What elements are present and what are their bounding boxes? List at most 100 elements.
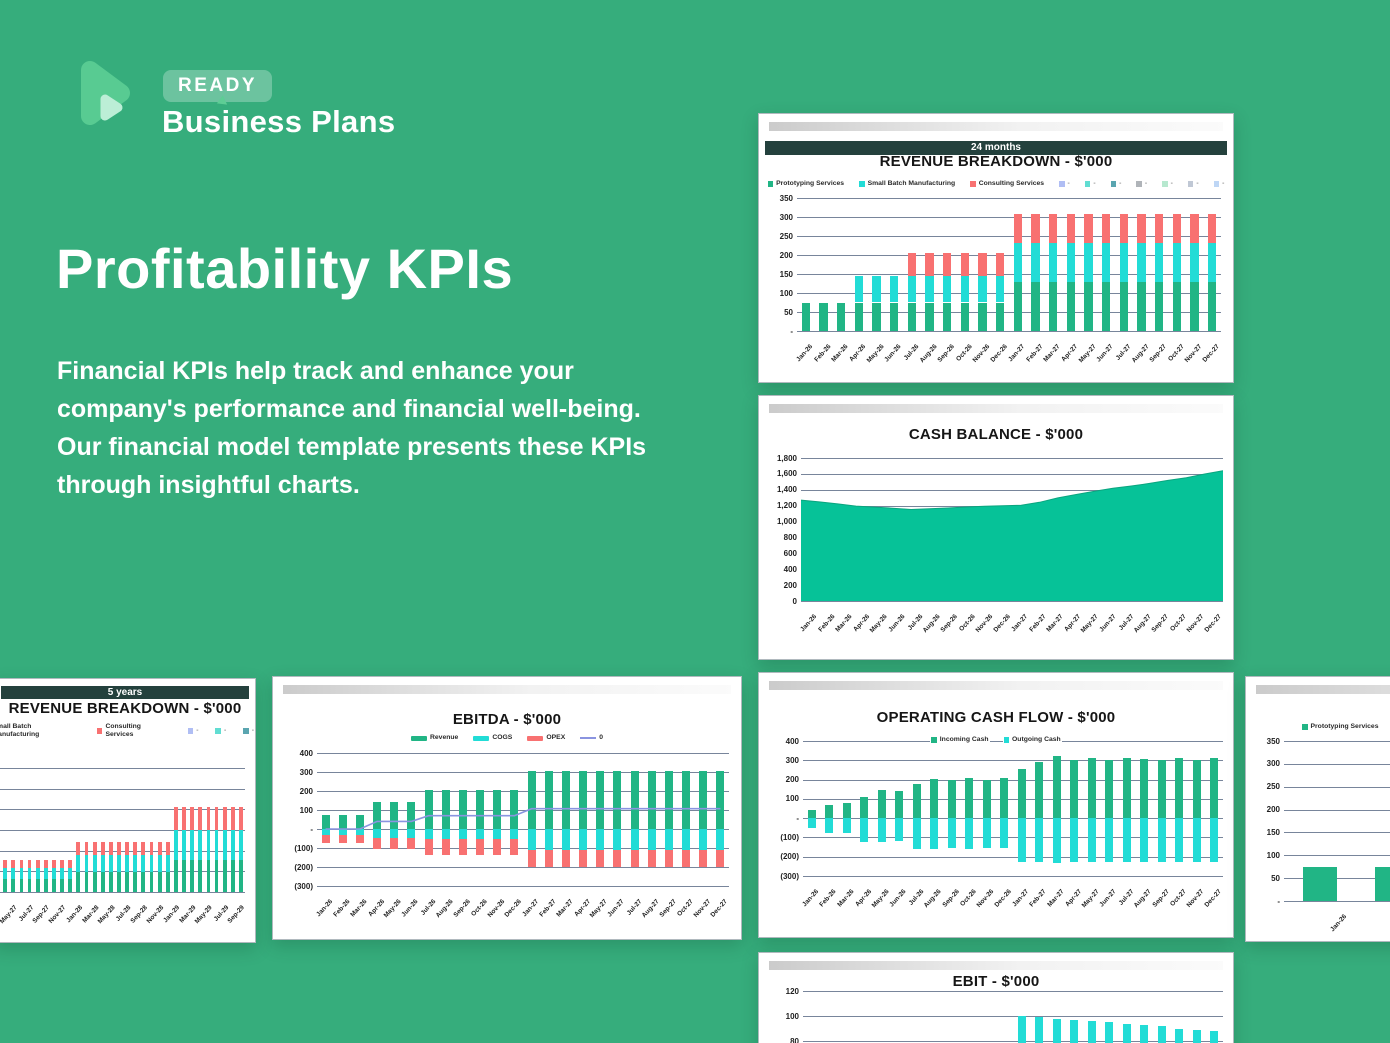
y-tick-label: 400	[785, 736, 799, 746]
bar-segment	[630, 770, 639, 829]
gridline	[1284, 901, 1390, 902]
gridline	[797, 331, 1221, 332]
hidden-series-swatch	[1187, 181, 1194, 187]
gridline	[1284, 855, 1390, 857]
card-top-gradient	[769, 122, 1223, 131]
x-tick-label: Sep-27	[658, 898, 678, 919]
x-tick-label: Sep-26	[941, 888, 961, 909]
legend-item: -	[186, 727, 200, 735]
bar-segment	[476, 829, 485, 840]
gridline	[797, 274, 1221, 275]
bar-segment	[877, 789, 886, 819]
bar-segment	[100, 855, 105, 873]
x-tick-label: Sep-27	[1151, 888, 1171, 909]
bar-segment	[995, 253, 1005, 276]
bar-segment	[1172, 242, 1182, 283]
y-tick-label: 0	[792, 596, 797, 606]
chart-title: REVENUE BREAKDOWN - $'000	[8, 700, 242, 717]
y-tick-label: 1,800	[776, 453, 797, 463]
bar-segment	[493, 829, 502, 840]
hidden-series-swatch	[1162, 181, 1168, 187]
y-tick-label: -	[796, 813, 799, 823]
bar-segment	[133, 841, 138, 856]
bar-segment	[825, 804, 834, 819]
bar-segment	[960, 275, 970, 303]
bar-segment	[1048, 214, 1058, 243]
gridline	[797, 293, 1221, 294]
bar-segment	[912, 783, 921, 819]
bar-segment	[561, 829, 570, 850]
x-tick-label: Jan-27	[1010, 613, 1030, 634]
bar-segment	[1154, 242, 1164, 283]
bar-segment	[133, 855, 138, 873]
bar-segment	[190, 807, 195, 830]
gridline	[803, 876, 1223, 877]
gridline	[317, 810, 729, 811]
bar-segment	[321, 829, 330, 835]
y-tick-label: 600	[783, 548, 797, 558]
bar-segment	[239, 830, 243, 860]
bar-segment	[321, 814, 330, 830]
bar-segment	[510, 790, 519, 829]
page-title: Profitability KPIs	[56, 237, 514, 300]
hidden-series-swatch	[1084, 181, 1091, 187]
x-tick-label: Jun-27	[606, 898, 627, 919]
legend-label: Prototyping Services	[1310, 723, 1379, 730]
bar-segment	[390, 837, 399, 849]
bar-segment	[613, 829, 622, 850]
bar-segment	[544, 849, 553, 867]
bar-segment	[925, 275, 934, 303]
hidden-series-swatch	[1110, 181, 1117, 187]
legend-label: Incoming Cash	[939, 736, 989, 743]
y-tick-label: 1,000	[776, 517, 797, 527]
gridline	[801, 489, 1223, 491]
bar-segment	[1190, 242, 1199, 283]
y-tick-label: 100	[785, 794, 799, 804]
bar-segment	[1154, 282, 1164, 331]
chart-legend: Revenue COGS OPEX 0	[273, 734, 741, 742]
bar-segment	[1031, 282, 1040, 331]
gridline	[797, 236, 1221, 237]
bar-segment	[424, 839, 433, 855]
y-tick-label: 80	[790, 1036, 799, 1043]
bar-segment	[165, 872, 170, 892]
y-tick-label: 400	[783, 564, 797, 574]
x-tick-label: Jan-28	[64, 904, 84, 925]
bar-segment	[1084, 282, 1093, 331]
bar-segment	[222, 830, 227, 860]
legend-swatch	[410, 735, 427, 741]
bar-segment	[355, 829, 364, 835]
bar-segment	[198, 860, 203, 892]
y-tick-label: 1,400	[776, 485, 797, 495]
bar-segment	[338, 814, 347, 830]
x-tick-label: Mar-26	[834, 613, 854, 634]
legend-swatch	[859, 181, 865, 187]
y-tick-label: 400	[299, 748, 313, 758]
bar-segment	[716, 770, 725, 829]
bar-segment	[1192, 760, 1201, 819]
legend-item: Consulting Services	[969, 180, 1046, 188]
legend-label: COGS	[492, 734, 513, 741]
legend-label: OPEX	[546, 734, 566, 741]
bar-segment	[877, 818, 886, 843]
x-tick-label: Aug-26	[921, 613, 942, 635]
gridline	[0, 788, 245, 790]
x-tick-label: Dec-27	[1203, 888, 1224, 909]
bar-segment	[149, 872, 154, 892]
y-tick-label: 300	[299, 767, 313, 777]
bar-segment	[1175, 818, 1184, 863]
gridline	[0, 809, 245, 811]
bar-segment	[92, 872, 97, 892]
bar-segment	[925, 253, 934, 276]
x-tick-label: May-27	[0, 904, 19, 926]
bar-segment	[230, 860, 235, 892]
legend-label: Consulting Services	[978, 180, 1045, 187]
bar-segment	[1137, 214, 1146, 243]
x-tick-label: Oct-26	[954, 343, 974, 363]
bar-segment	[807, 810, 816, 819]
bar-segment	[907, 275, 917, 303]
y-tick-label: (200)	[294, 862, 313, 872]
bar-segment	[117, 841, 121, 856]
legend-item: -	[1135, 180, 1149, 188]
gridline	[797, 255, 1221, 256]
